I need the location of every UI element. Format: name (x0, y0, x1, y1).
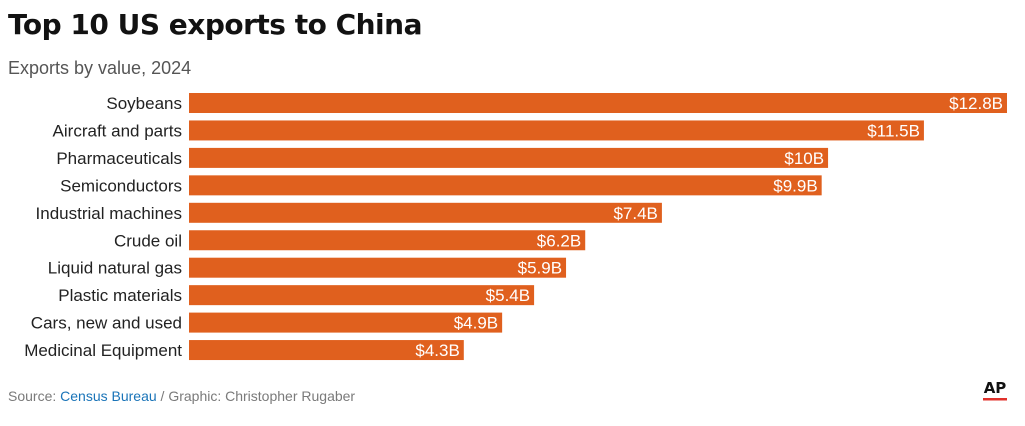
bar (189, 147, 829, 168)
category-label: Pharmaceuticals (56, 149, 182, 168)
ap-logo-rule (983, 398, 1007, 401)
bar (189, 285, 535, 306)
bar-value-label: $11.5B (867, 121, 920, 140)
source-footer: Source: Census Bureau / Graphic: Christo… (8, 388, 355, 404)
chart-subtitle: Exports by value, 2024 (8, 58, 192, 78)
bar-value-label: $6.2B (537, 231, 581, 250)
chart-title: Top 10 US exports to China (8, 8, 423, 41)
category-label: Aircraft and parts (53, 121, 182, 140)
source-link[interactable]: Census Bureau (60, 388, 157, 404)
bar (189, 175, 822, 196)
bar-value-label: $7.4B (613, 204, 657, 223)
category-label: Soybeans (106, 94, 182, 113)
bar-value-label: $9.9B (773, 176, 817, 195)
ap-logo: AP (983, 379, 1007, 401)
graphic-credit: / Graphic: Christopher Rugaber (156, 388, 356, 404)
ap-logo-text: AP (984, 379, 1007, 397)
bar-value-label: $12.8B (949, 94, 1003, 113)
bar-value-label: $4.3B (415, 341, 459, 360)
source-prefix: Source: (8, 388, 61, 404)
bar (189, 120, 924, 141)
category-label: Crude oil (114, 231, 182, 250)
category-label: Cars, new and used (31, 314, 182, 333)
bar-value-label: $5.4B (486, 286, 530, 305)
category-label: Plastic materials (58, 286, 182, 305)
bar (189, 257, 567, 278)
category-label: Industrial machines (36, 204, 182, 223)
category-label: Medicinal Equipment (24, 341, 182, 360)
bar (189, 312, 503, 333)
bar-chart: Soybeans $12.8B Aircraft and parts $11.5B Ph… (24, 93, 1007, 361)
bar-value-label: $5.9B (518, 259, 562, 278)
bar (189, 93, 1007, 113)
bar (189, 230, 586, 251)
bar-value-label: $10B (784, 149, 824, 168)
category-label: Semiconductors (60, 176, 182, 195)
category-label: Liquid natural gas (48, 259, 182, 278)
bar (189, 202, 662, 223)
bar-value-label: $4.9B (454, 314, 498, 333)
bar (189, 340, 464, 361)
